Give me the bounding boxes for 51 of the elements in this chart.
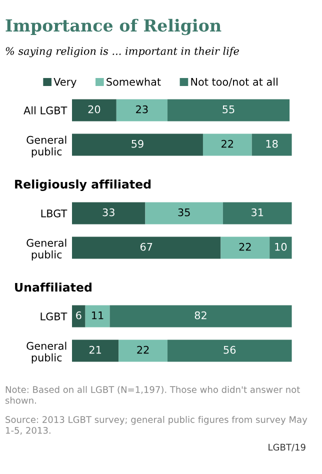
bar [222, 202, 292, 224]
bar [72, 236, 221, 259]
data-label: 56 [224, 346, 236, 354]
y-tick-label: All LGBT [24, 106, 68, 114]
chart-subtitle: % saying religion is ... important in their life [6, 46, 239, 58]
bar [116, 99, 168, 122]
bar [72, 99, 116, 122]
bar [72, 340, 119, 362]
data-label: 31 [252, 208, 264, 216]
data-label: 18 [266, 140, 278, 148]
y-tick-label: General public [26, 136, 66, 158]
text: LGBT/19 [268, 444, 306, 452]
y-tick-label: LGBT [40, 312, 68, 320]
bar [145, 202, 223, 224]
data-label: 10 [275, 242, 287, 251]
data-label: 20 [88, 105, 100, 114]
data-label: 55 [222, 106, 234, 114]
bar [202, 134, 252, 156]
data-label: 22 [239, 242, 251, 251]
bar [167, 99, 290, 122]
data-label: 59 [132, 140, 144, 148]
source-note: Source: 2013 LGBT survey; general public figures from survey May 1-5, 2013. [6, 416, 308, 435]
bar [72, 134, 203, 156]
data-label: 22 [222, 140, 233, 148]
chart-title: Unaffiliated [15, 282, 92, 292]
bar [220, 236, 270, 259]
legend-label: Somewhat [106, 78, 161, 86]
bar [252, 134, 292, 156]
legend-label: Not too/not at all [191, 78, 278, 87]
chart-title: Religiously affiliated [15, 179, 151, 191]
data-label: 23 [136, 105, 148, 114]
data-label: 21 [89, 346, 101, 354]
legend-label: Very [54, 78, 76, 88]
y-tick-label: General public [26, 238, 66, 260]
bar [72, 202, 146, 224]
y-tick-label: General public [26, 342, 66, 364]
y-tick-label: LBGT [41, 209, 68, 218]
bar [85, 305, 110, 328]
bar [118, 340, 168, 362]
data-label: 82 [194, 311, 206, 320]
data-label: 35 [178, 208, 190, 216]
text: Note: Based on all LGBT (N=1,197). Those who didn't answer not shown. [5, 386, 300, 404]
data-label: 33 [102, 208, 114, 216]
bar [72, 305, 86, 328]
data-label: 22 [137, 346, 149, 354]
data-label: 67 [140, 242, 152, 251]
bar [167, 340, 292, 362]
bar [270, 236, 292, 259]
data-label: 11 [92, 312, 104, 320]
chart-title: Importance of Religion [6, 18, 222, 36]
data-label: 6 [76, 311, 82, 320]
